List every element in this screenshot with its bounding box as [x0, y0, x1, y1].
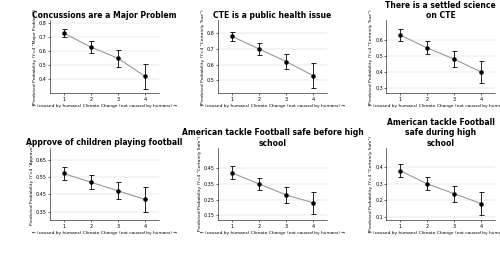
Point — [114, 189, 122, 193]
X-axis label: ← (caused by humans) Climate Change (not caused by humans) →: ← (caused by humans) Climate Change (not… — [368, 104, 500, 108]
Title: There is a settled science on CTE: There is a settled science on CTE — [386, 1, 496, 20]
Y-axis label: Predicted Probability (Y=4 "Major Problem"): Predicted Probability (Y=4 "Major Proble… — [32, 9, 36, 104]
Point — [396, 33, 404, 37]
Point — [86, 45, 94, 49]
Y-axis label: Predicted Probability (Y=4 "Certainly Safe"): Predicted Probability (Y=4 "Certainly Sa… — [369, 136, 373, 231]
Point — [396, 169, 404, 173]
Point — [450, 192, 458, 196]
Point — [423, 46, 431, 50]
Point — [309, 74, 317, 78]
Point — [228, 171, 236, 175]
X-axis label: ← (caused by humans) Climate Change (not caused by humans) →: ← (caused by humans) Climate Change (not… — [200, 104, 345, 108]
Point — [60, 31, 68, 35]
X-axis label: ← (caused by humans) Climate Change (not caused by humans) →: ← (caused by humans) Climate Change (not… — [368, 231, 500, 235]
Point — [423, 182, 431, 186]
Point — [282, 59, 290, 63]
Point — [114, 56, 122, 60]
Y-axis label: Predicted Probability (Y=4 "Certainly Safe"): Predicted Probability (Y=4 "Certainly Sa… — [198, 136, 202, 231]
Point — [60, 172, 68, 176]
Point — [478, 202, 486, 206]
Point — [255, 47, 263, 51]
Point — [141, 74, 149, 78]
Title: Concussions are a Major Problem: Concussions are a Major Problem — [32, 11, 176, 20]
Point — [478, 70, 486, 74]
Point — [282, 193, 290, 197]
Y-axis label: Predicted Probability (Y=4 "Certainly True"): Predicted Probability (Y=4 "Certainly Tr… — [369, 9, 373, 104]
Point — [255, 182, 263, 186]
Point — [228, 34, 236, 38]
Point — [86, 180, 94, 184]
Y-axis label: Predicted Probability (Y=4 "Certainly True"): Predicted Probability (Y=4 "Certainly Tr… — [201, 9, 205, 104]
X-axis label: ← (caused by humans) Climate Change (not caused by humans) →: ← (caused by humans) Climate Change (not… — [32, 231, 176, 235]
Point — [309, 201, 317, 205]
Point — [141, 197, 149, 201]
X-axis label: ← (caused by humans) Climate Change (not caused by humans) →: ← (caused by humans) Climate Change (not… — [32, 104, 176, 108]
Title: American tackle Football safe before high
school: American tackle Football safe before hig… — [182, 128, 364, 147]
Point — [450, 57, 458, 61]
Title: Approve of children playing football: Approve of children playing football — [26, 138, 182, 147]
Y-axis label: Predicted Probability (Y=4 "Approve"): Predicted Probability (Y=4 "Approve") — [30, 143, 34, 225]
Title: American tackle Football safe during high
school: American tackle Football safe during hig… — [387, 118, 494, 147]
X-axis label: ← (caused by humans) Climate Change (not caused by humans) →: ← (caused by humans) Climate Change (not… — [200, 231, 345, 235]
Title: CTE is a public health issue: CTE is a public health issue — [214, 11, 332, 20]
